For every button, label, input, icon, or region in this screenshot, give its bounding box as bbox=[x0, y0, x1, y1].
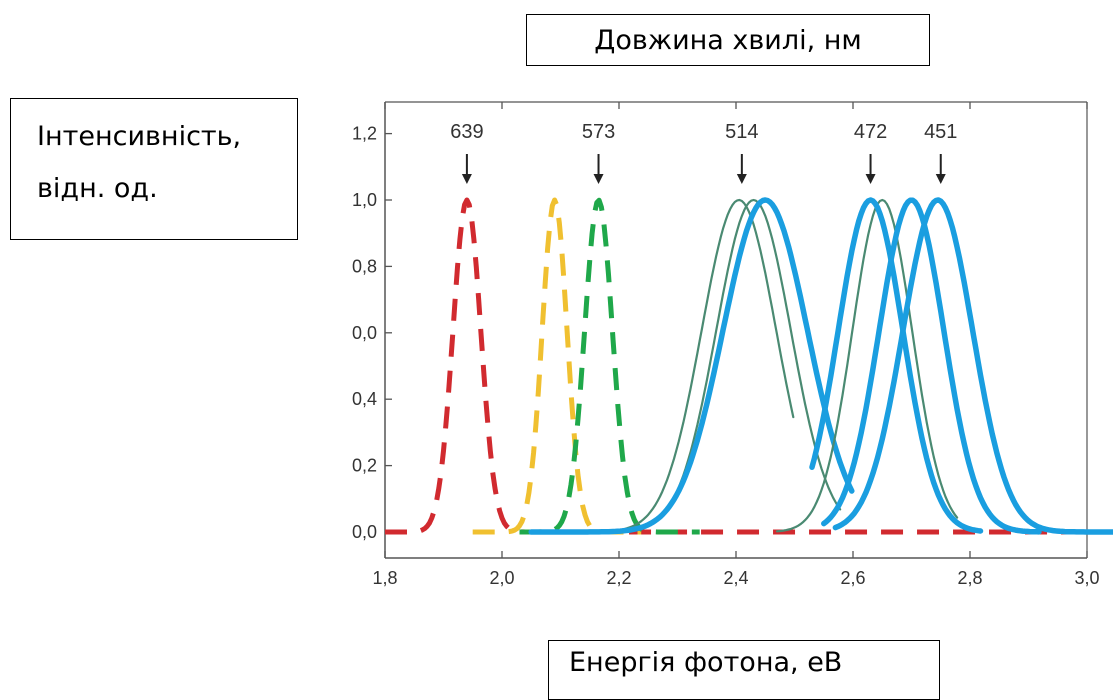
wavelength-markers: 639 573 514 472 451 bbox=[450, 121, 957, 184]
luminescence-chart: 1,8 2,0 2,2 2,4 2,6 2,8 3,0 0,0 0,2 0,4 0,0 0,8 1,0 1… bbox=[352, 101, 1113, 588]
x-tick-label: 2,2 bbox=[606, 568, 631, 588]
spectrum-curve-7 bbox=[775, 198, 959, 533]
top-axis-title: Довжина хвилі, нм bbox=[526, 14, 930, 66]
y-tick-label: 0,0 bbox=[352, 522, 377, 542]
x-tick-label: 2,8 bbox=[957, 568, 982, 588]
spectrum-curve-9 bbox=[821, 197, 1042, 535]
y-axis-title-line1: Інтенсивність, bbox=[37, 121, 242, 152]
spectrum-curve-3 bbox=[519, 197, 700, 535]
y-tick-label: 0,2 bbox=[352, 456, 377, 476]
marker-arrow-head bbox=[593, 174, 604, 184]
plot-frame bbox=[384, 101, 1088, 559]
marker-arrow-head bbox=[865, 174, 876, 184]
axis-ticks: 1,8 2,0 2,2 2,4 2,6 2,8 3,0 0,0 0,2 0,4 0,0 0,8 1,0 1… bbox=[352, 102, 1100, 588]
marker-arrow-head bbox=[461, 174, 472, 184]
wavelength-label: 514 bbox=[725, 121, 758, 143]
x-tick-label: 2,6 bbox=[840, 568, 865, 588]
y-tick-label: 0,0 bbox=[352, 323, 377, 343]
y-axis-title-line2: відн. од. bbox=[37, 173, 158, 204]
wavelength-label: 451 bbox=[924, 121, 957, 143]
y-tick-label: 1,0 bbox=[352, 190, 377, 210]
y-tick-label: 0,8 bbox=[352, 256, 377, 276]
y-tick-label: 1,2 bbox=[352, 124, 377, 144]
wavelength-label: 573 bbox=[582, 121, 615, 143]
spectrum-curve-8 bbox=[809, 197, 984, 534]
x-tick-label: 2,0 bbox=[489, 568, 514, 588]
y-tick-label: 0,4 bbox=[352, 389, 377, 409]
spectrum-curve-5 bbox=[576, 198, 842, 534]
wavelength-label: 639 bbox=[450, 121, 483, 143]
spectrum-curve-10 bbox=[832, 197, 1113, 535]
x-tick-label: 3,0 bbox=[1074, 568, 1099, 588]
y-axis-title: Інтенсивність, відн. од. bbox=[10, 98, 298, 240]
spectra-curves bbox=[384, 197, 1113, 535]
marker-arrow-head bbox=[935, 174, 946, 184]
x-tick-label: 1,8 bbox=[372, 568, 397, 588]
spectrum-curve-6 bbox=[528, 197, 855, 535]
marker-arrow-head bbox=[736, 174, 747, 184]
x-tick-label: 2,4 bbox=[723, 568, 748, 588]
wavelength-label: 472 bbox=[854, 121, 887, 143]
spectrum-curve-1 bbox=[384, 197, 1088, 535]
spectrum-curve-2 bbox=[472, 197, 642, 535]
